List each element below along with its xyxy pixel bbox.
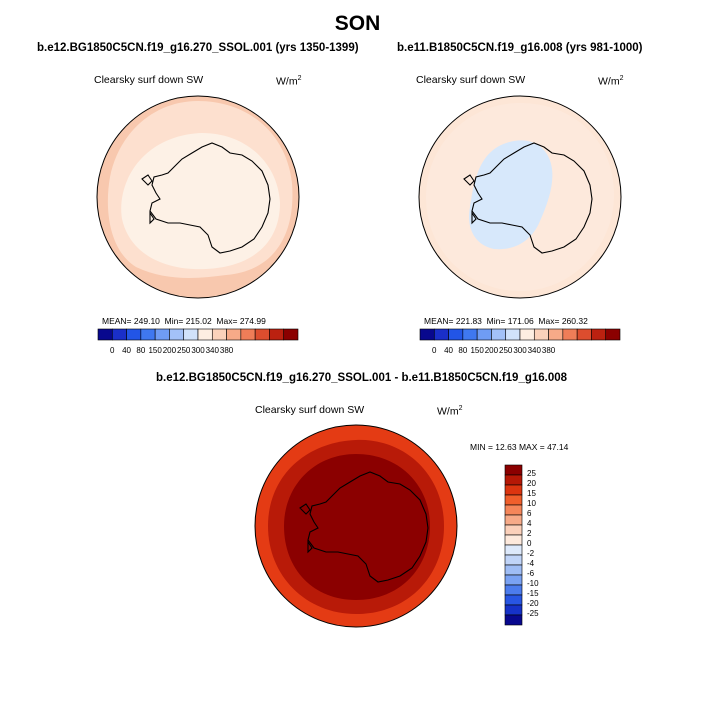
panel1-colorbar-label: 200 <box>163 346 177 355</box>
panel2-colorbar-box <box>433 328 449 341</box>
panel1-colorbar-label: 300 <box>191 346 205 355</box>
diff-units: W/m2 <box>437 405 463 418</box>
panel2-colorbar-label: 300 <box>513 346 527 355</box>
panel1-colorbar-box <box>254 328 270 341</box>
diff-inner-field <box>284 454 430 600</box>
panel1-case-title: b.e12.BG1850C5CN.f19_g16.270_SSOL.001 (y… <box>37 42 359 54</box>
panel1-colorbar-label: 0 <box>110 346 115 355</box>
diff-colorbar-label: 15 <box>527 489 536 498</box>
diff-colorbar-box <box>504 514 523 526</box>
panel1-colorbar-box <box>140 328 156 341</box>
diff-colorbar-label: 20 <box>527 479 536 488</box>
diff-colorbar-box <box>504 574 523 586</box>
panel2-colorbar-label: 80 <box>458 346 467 355</box>
panel1-colorbar-label: 340 <box>206 346 220 355</box>
panel1-colorbar-box <box>211 328 227 341</box>
diff-colorbar-box <box>504 494 523 506</box>
diff-stats: MIN = 12.63 MAX = 47.14 <box>470 442 569 452</box>
diff-colorbar-label: -20 <box>527 599 539 608</box>
panel1-colorbar-box <box>154 328 170 341</box>
panel2-colorbar-box <box>576 328 592 341</box>
diff-colorbar-box <box>504 524 523 536</box>
season-title: SON <box>334 12 381 35</box>
panel1-colorbar-box <box>269 328 285 341</box>
panel1-stats: MEAN= 249.10 Min= 215.02 Max= 274.99 <box>102 316 266 326</box>
panel1-colorbar-box <box>240 328 256 341</box>
panel1-units: W/m2 <box>276 75 302 88</box>
panel2-inner-field <box>469 140 553 250</box>
diff-colorbar-box <box>504 534 523 546</box>
panel1-colorbar-label: 250 <box>177 346 191 355</box>
diff-map <box>254 424 458 628</box>
diff-colorbar-label: -25 <box>527 609 539 618</box>
diff-colorbar-label: 4 <box>527 519 532 528</box>
panel2-colorbar-box <box>591 328 607 341</box>
panel1-colorbar: 0 40 80 150 200 250 300 340 380 <box>97 328 299 355</box>
panel1-colorbar-label: 80 <box>136 346 145 355</box>
diff-colorbar-box <box>504 464 523 476</box>
diff-colorbar-label: 6 <box>527 509 532 518</box>
panel2-colorbar-label: 40 <box>444 346 453 355</box>
diff-colorbar-label: -2 <box>527 549 535 558</box>
panel2-colorbar-box <box>548 328 564 341</box>
diff-colorbar-box <box>504 504 523 516</box>
panel1-colorbar-box <box>183 328 199 341</box>
panel1-inner-field <box>121 133 280 270</box>
panel1-variable-label: Clearsky surf down SW <box>94 74 204 86</box>
panel1-colorbar-box <box>197 328 213 341</box>
panel2-colorbar-box <box>462 328 478 341</box>
panel1-colorbar-box <box>226 328 242 341</box>
diff-colorbar-box <box>504 604 523 616</box>
diff-colorbar-box <box>504 484 523 496</box>
panel1-colorbar-label: 380 <box>220 346 234 355</box>
panel2-colorbar-label: 0 <box>432 346 437 355</box>
diff-colorbar-label: -6 <box>527 569 535 578</box>
diff-colorbar-box <box>504 594 523 606</box>
panel2-colorbar-box <box>562 328 578 341</box>
panel2-units: W/m2 <box>598 75 624 88</box>
diff-colorbar-label: -15 <box>527 589 539 598</box>
diff-colorbar-box <box>504 554 523 566</box>
panel1-colorbar-box <box>111 328 127 341</box>
diff-variable-label: Clearsky surf down SW <box>255 404 365 416</box>
panel1-colorbar-label: 40 <box>122 346 131 355</box>
panel2-colorbar-label: 250 <box>499 346 513 355</box>
panel2-case-title: b.e11.B1850C5CN.f19_g16.008 (yrs 981-100… <box>397 42 643 54</box>
panel2-colorbar-box <box>448 328 464 341</box>
panel1-colorbar-label: 150 <box>148 346 162 355</box>
diff-colorbar-label: -4 <box>527 559 535 568</box>
panel2-colorbar-box <box>419 328 435 341</box>
panel2-stats: MEAN= 221.83 Min= 171.06 Max= 260.32 <box>424 316 588 326</box>
panel2-colorbar-box <box>505 328 521 341</box>
diff-colorbar-box <box>504 544 523 556</box>
panel2-colorbar-box <box>476 328 492 341</box>
panel2-map <box>418 95 622 299</box>
diff-colorbar-label: 25 <box>527 469 536 478</box>
panel2-colorbar-label: 150 <box>470 346 484 355</box>
panel2-colorbar-box <box>533 328 549 341</box>
panel2-colorbar-label: 380 <box>542 346 556 355</box>
panel1-colorbar-box <box>169 328 185 341</box>
panel2-colorbar: 0 40 80 150 200 250 300 340 380 <box>419 328 621 355</box>
panel1-colorbar-box <box>283 328 299 341</box>
panel2-colorbar-label: 340 <box>528 346 542 355</box>
diff-colorbar-label: 10 <box>527 499 536 508</box>
diff-colorbar-label: 2 <box>527 529 532 538</box>
panel2-colorbar-box <box>519 328 535 341</box>
panel2-colorbar-box <box>605 328 621 341</box>
diff-colorbar-box <box>504 564 523 576</box>
diff-case-title: b.e12.BG1850C5CN.f19_g16.270_SSOL.001 - … <box>156 372 568 384</box>
panel1-colorbar-box <box>97 328 113 341</box>
panel2-colorbar-box <box>491 328 507 341</box>
diff-colorbar-box <box>504 614 523 626</box>
panel2-colorbar-label: 200 <box>485 346 499 355</box>
panel1-map <box>96 95 300 299</box>
diff-colorbar-box <box>504 474 523 486</box>
diff-colorbar-label: 0 <box>527 539 532 548</box>
panel2-variable-label: Clearsky surf down SW <box>416 74 526 86</box>
diff-colorbar-box <box>504 584 523 596</box>
diff-colorbar-label: -10 <box>527 579 539 588</box>
panel1-colorbar-box <box>126 328 142 341</box>
